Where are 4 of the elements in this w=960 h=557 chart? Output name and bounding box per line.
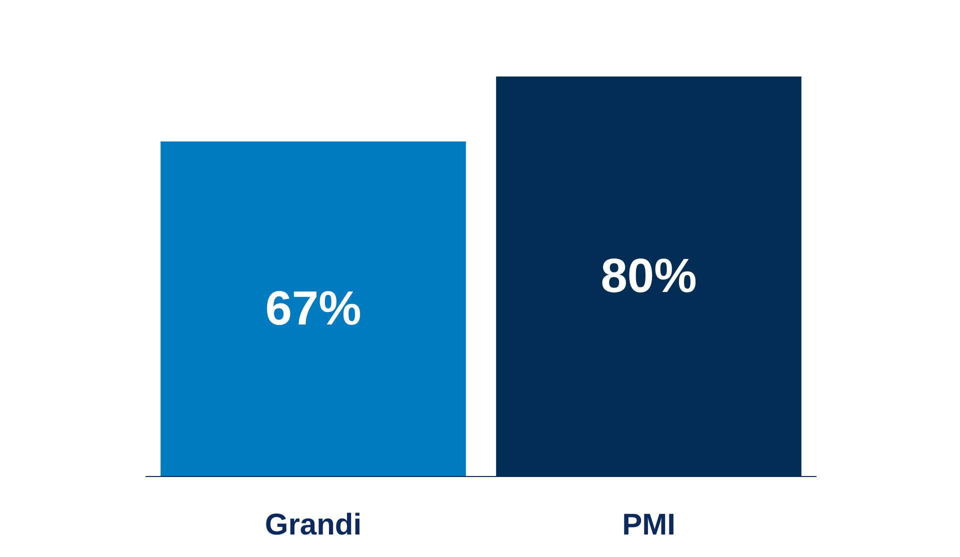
data-label: 67% — [265, 282, 362, 336]
data-label: 80% — [600, 250, 697, 303]
x-tick-label: PMI — [622, 508, 676, 542]
x-tick-label: Grandi — [264, 508, 362, 542]
